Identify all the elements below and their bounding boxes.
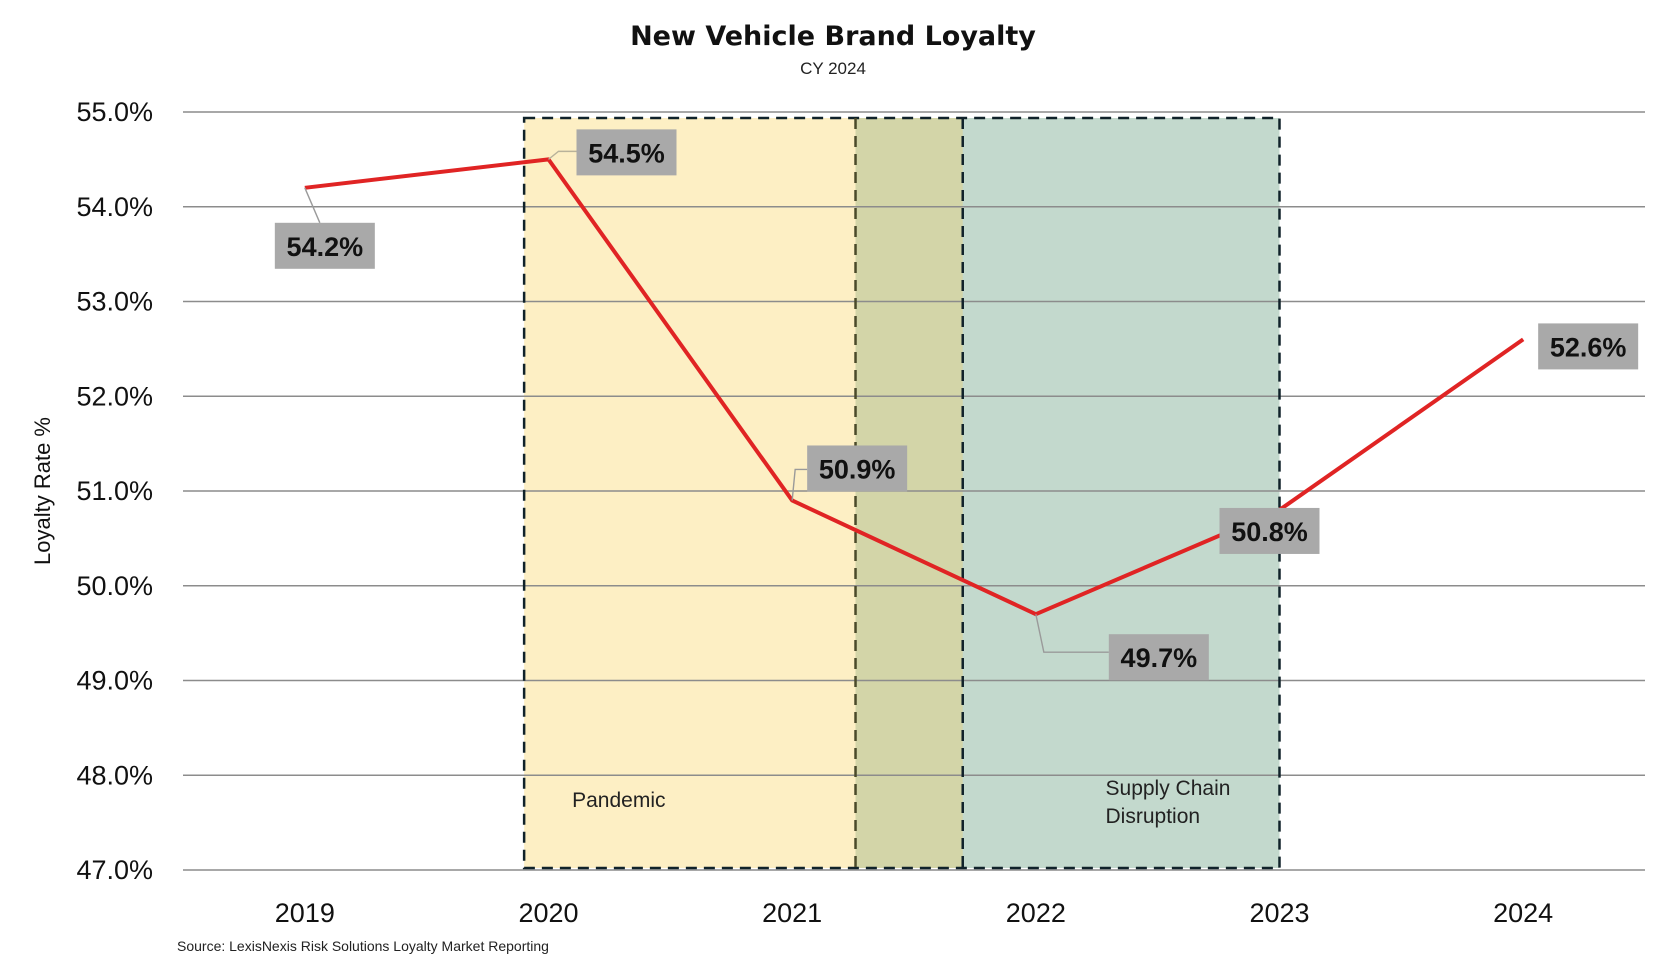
leader-line bbox=[791, 468, 808, 501]
chart-title: New Vehicle Brand Loyalty bbox=[630, 21, 1036, 52]
data-label-box bbox=[1108, 634, 1209, 681]
annotation-bands: Pandemic bbox=[524, 118, 1280, 868]
y-tick-label: 55.0% bbox=[76, 97, 153, 127]
annotation-outer-border bbox=[522, 116, 1281, 870]
data-label: 50.8% bbox=[1231, 517, 1308, 547]
chart-subtitle: CY 2024 bbox=[800, 59, 866, 78]
data-label: 52.6% bbox=[1550, 332, 1627, 362]
x-tick-label: 2022 bbox=[1006, 898, 1066, 928]
supply-chain-label: Supply Chain bbox=[1106, 777, 1231, 800]
y-tick-label: 49.0% bbox=[76, 666, 153, 696]
data-label-box bbox=[576, 129, 677, 176]
leader-line bbox=[548, 150, 577, 160]
x-tick-label: 2021 bbox=[762, 898, 822, 928]
gridlines bbox=[183, 111, 1645, 871]
y-tick-label: 48.0% bbox=[76, 760, 153, 790]
data-label-box bbox=[274, 222, 375, 269]
data-labels: 54.2% 54.5% 50.9% 49.7% 50.8% 52.6% bbox=[274, 129, 1639, 681]
overlap-band bbox=[855, 118, 963, 868]
y-tick-label: 51.0% bbox=[76, 476, 153, 506]
data-label-box bbox=[1219, 507, 1320, 554]
y-axis-ticks: 55.0% 54.0% 53.0% 52.0% 51.0% 50.0% 49.0% 48.0%… bbox=[76, 97, 153, 885]
y-axis-label: Loyalty Rate % bbox=[30, 417, 55, 565]
source-note: Source: LexisNexis Risk Solutions Loyalt… bbox=[177, 938, 549, 954]
x-tick-label: 2023 bbox=[1249, 898, 1309, 928]
x-tick-label: 2020 bbox=[518, 898, 578, 928]
pandemic-label: Pandemic bbox=[572, 789, 665, 812]
x-axis-ticks: 2019 2020 2021 2022 2023 2024 bbox=[275, 898, 1553, 928]
leader-line bbox=[304, 187, 321, 224]
leader-line bbox=[1035, 614, 1109, 653]
data-label-box bbox=[807, 445, 908, 492]
x-tick-label: 2019 bbox=[275, 898, 335, 928]
annotation-borders: Supply Chain Disruption bbox=[522, 116, 1281, 870]
data-label: 54.5% bbox=[588, 138, 665, 168]
data-label: 49.7% bbox=[1121, 643, 1198, 673]
supply-chain-label: Disruption bbox=[1106, 805, 1201, 828]
data-label-box bbox=[1538, 323, 1639, 370]
data-label: 50.9% bbox=[819, 454, 896, 484]
y-tick-label: 47.0% bbox=[76, 855, 153, 885]
data-label: 54.2% bbox=[287, 232, 364, 262]
y-tick-label: 50.0% bbox=[76, 571, 153, 601]
y-tick-label: 54.0% bbox=[76, 192, 153, 222]
y-tick-label: 53.0% bbox=[76, 287, 153, 317]
x-tick-label: 2024 bbox=[1493, 898, 1553, 928]
y-tick-label: 52.0% bbox=[76, 381, 153, 411]
series-line bbox=[304, 157, 1525, 617]
